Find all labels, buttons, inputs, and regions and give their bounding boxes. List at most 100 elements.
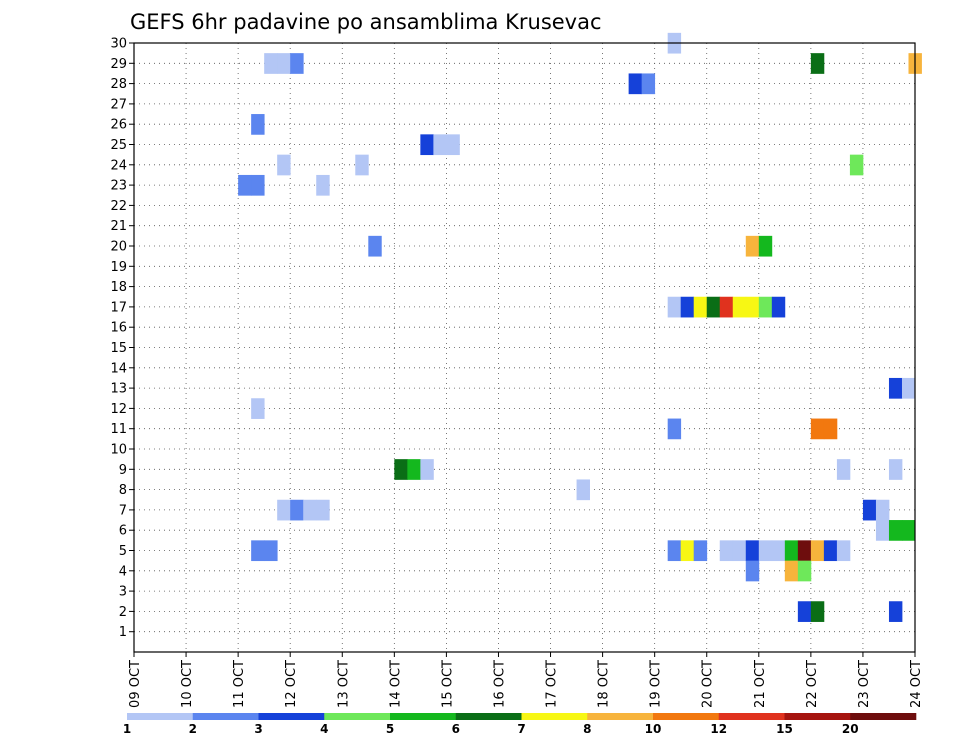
precip-cell	[264, 540, 278, 562]
x-tick-label: 17 OCT	[545, 660, 560, 708]
x-tick-label: 10 OCT	[180, 660, 195, 708]
legend-label: 1	[123, 722, 131, 736]
y-tick-label: 24	[110, 158, 127, 173]
legend-swatch	[455, 713, 522, 720]
precip-cell	[849, 154, 864, 176]
legend-swatch	[784, 713, 851, 720]
x-tick-label: 24 OCT	[909, 660, 924, 708]
x-tick-label: 20 OCT	[701, 660, 716, 708]
precip-cell	[732, 296, 747, 318]
legend-swatch	[127, 713, 194, 720]
precip-cell	[758, 296, 773, 318]
x-tick-label: 16 OCT	[492, 660, 507, 708]
precip-cell	[251, 174, 265, 196]
precip-cell	[888, 459, 903, 480]
precip-cell	[784, 540, 799, 562]
precip-cell	[264, 53, 278, 74]
legend-label: 2	[189, 722, 197, 736]
precip-cell	[719, 540, 734, 562]
precip-cell	[251, 398, 265, 419]
legend-swatch	[653, 713, 720, 720]
x-axis: 09 OCT 10 OCT 11 OCT 12 OCT 13 OCT 14 OCT 15 O…	[128, 652, 924, 708]
x-tick-label: 21 OCT	[753, 660, 768, 708]
precip-cell	[797, 540, 812, 562]
y-tick-label: 19	[110, 260, 127, 275]
precip-cell	[251, 540, 265, 562]
y-tick-label: 7	[119, 503, 127, 518]
precip-cell	[888, 377, 903, 399]
y-tick-label: 1	[119, 625, 127, 640]
y-tick-label: 8	[119, 483, 127, 498]
precip-cell	[316, 499, 330, 521]
precip-cell	[290, 53, 304, 74]
precip-cell	[823, 418, 838, 440]
precip-cell	[667, 418, 682, 440]
precip-cell	[641, 73, 656, 95]
y-axis: 1234567891011121314151617181920212223242…	[110, 37, 134, 640]
precip-cell	[810, 540, 825, 562]
precip-cell	[394, 459, 408, 480]
precip-cell	[277, 499, 291, 521]
y-tick-label: 17	[110, 300, 127, 315]
precip-cell	[836, 540, 851, 562]
precip-cell	[576, 479, 590, 501]
chart-title: GEFS 6hr padavine po ansamblima Krusevac	[130, 10, 602, 34]
precip-cell	[862, 499, 877, 521]
y-tick-label: 10	[110, 443, 127, 458]
x-tick-label: 12 OCT	[284, 660, 299, 708]
precip-cell	[420, 134, 434, 156]
x-tick-label: 22 OCT	[805, 660, 820, 708]
legend-label: 4	[320, 722, 328, 736]
y-tick-label: 9	[119, 463, 127, 478]
color-legend: 1 2 3 4 5 6 7 8 10 12 15 20	[123, 713, 917, 736]
precip-cell	[706, 296, 721, 318]
legend-swatch	[192, 713, 259, 720]
y-tick-label: 5	[119, 544, 127, 559]
precip-cell	[875, 520, 890, 541]
precip-cell	[407, 459, 421, 480]
x-tick-label: 11 OCT	[232, 660, 247, 708]
precip-cell	[823, 540, 838, 562]
legend-label: 8	[583, 722, 591, 736]
precip-cell	[420, 459, 434, 480]
legend-label: 7	[517, 722, 525, 736]
y-tick-label: 2	[119, 605, 127, 620]
precip-cell	[771, 540, 786, 562]
legend-label: 15	[776, 722, 793, 736]
legend-swatch	[850, 713, 917, 720]
y-tick-label: 4	[119, 564, 127, 579]
precip-cell	[290, 499, 304, 521]
precip-cell	[810, 601, 825, 622]
precip-cell	[693, 296, 708, 318]
legend-swatch	[258, 713, 325, 720]
y-tick-label: 30	[110, 37, 127, 52]
precip-cell	[745, 540, 760, 562]
precip-cell	[719, 296, 734, 318]
precip-cell	[628, 73, 643, 95]
precip-cell	[680, 296, 695, 318]
precip-cell	[836, 459, 851, 480]
precip-cell	[693, 540, 708, 562]
y-tick-label: 15	[110, 341, 127, 356]
x-tick-label: 18 OCT	[597, 660, 612, 708]
precip-cell	[238, 174, 252, 196]
precip-cell	[784, 560, 799, 582]
precip-cell	[316, 174, 330, 196]
precip-cell	[251, 114, 265, 135]
precip-cell	[277, 154, 291, 176]
precip-cell	[446, 134, 460, 156]
y-tick-label: 6	[119, 524, 127, 539]
data-cells	[238, 32, 922, 622]
precip-cell	[888, 601, 903, 622]
precip-cell	[433, 134, 447, 156]
precip-cell	[745, 235, 760, 257]
legend-swatch	[587, 713, 654, 720]
legend-swatch	[521, 713, 588, 720]
precip-cell	[732, 540, 747, 562]
y-tick-label: 14	[110, 361, 127, 376]
y-tick-label: 23	[110, 179, 127, 194]
precip-cell	[745, 296, 760, 318]
y-tick-label: 22	[110, 199, 127, 214]
precip-cell	[797, 601, 812, 622]
